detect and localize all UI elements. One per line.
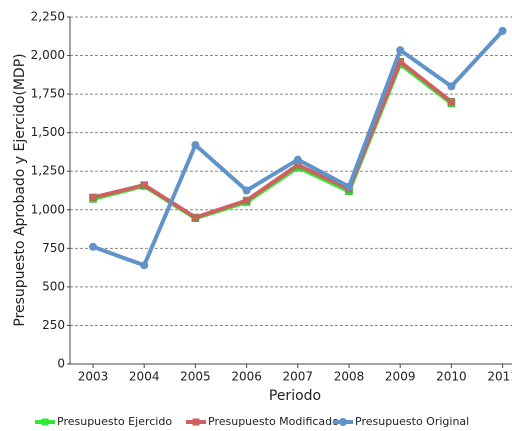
y-tick-label: 1,750 bbox=[31, 87, 65, 101]
legend-label: Presupuesto Modificado bbox=[208, 415, 339, 428]
x-tick-label: 2009 bbox=[385, 370, 416, 384]
point bbox=[191, 141, 200, 150]
point bbox=[447, 98, 456, 106]
x-tick-label: 2003 bbox=[78, 370, 109, 384]
y-tick-label: 750 bbox=[42, 241, 65, 255]
point bbox=[140, 181, 148, 189]
legend-label: Presupuesto Ejercido bbox=[57, 415, 172, 428]
point bbox=[242, 196, 251, 205]
series-line bbox=[92, 59, 453, 220]
y-tick-label: 250 bbox=[42, 318, 65, 332]
y-axis-title: Presupuesto Aprobado y Ejercido(MDP) bbox=[12, 53, 28, 326]
y-tick-label: 0 bbox=[57, 357, 65, 371]
point bbox=[89, 193, 97, 202]
point bbox=[498, 26, 507, 35]
x-tick-label: 2008 bbox=[334, 370, 365, 384]
point bbox=[140, 261, 149, 270]
x-axis-title: Periodo bbox=[269, 388, 321, 404]
point bbox=[447, 82, 456, 91]
legend-marker bbox=[192, 418, 200, 426]
point bbox=[396, 46, 405, 55]
point bbox=[345, 182, 353, 191]
x-tick-label: 2010 bbox=[436, 370, 467, 384]
y-tick-label: 1,000 bbox=[31, 202, 65, 216]
legend-marker bbox=[339, 418, 347, 426]
point bbox=[89, 242, 97, 251]
point bbox=[242, 186, 251, 195]
y-tick-label: 500 bbox=[42, 279, 65, 293]
y-tick-label: 2,250 bbox=[31, 10, 65, 24]
point bbox=[191, 213, 200, 222]
legend-label: Presupuesto Original bbox=[355, 415, 469, 428]
x-tick-label: 2005 bbox=[180, 370, 211, 384]
x-tick-label: 2011 bbox=[487, 370, 512, 384]
legend-marker bbox=[41, 418, 49, 426]
x-tick-label: 2006 bbox=[231, 370, 262, 384]
point bbox=[293, 155, 302, 164]
x-tick-label: 2004 bbox=[129, 370, 160, 384]
y-tick-label: 1,250 bbox=[31, 164, 65, 178]
series-line bbox=[92, 29, 505, 268]
x-tick-label: 2007 bbox=[283, 370, 314, 384]
y-tick-label: 1,500 bbox=[31, 125, 65, 139]
series-line bbox=[92, 62, 453, 221]
y-tick-label: 2,000 bbox=[31, 48, 65, 62]
